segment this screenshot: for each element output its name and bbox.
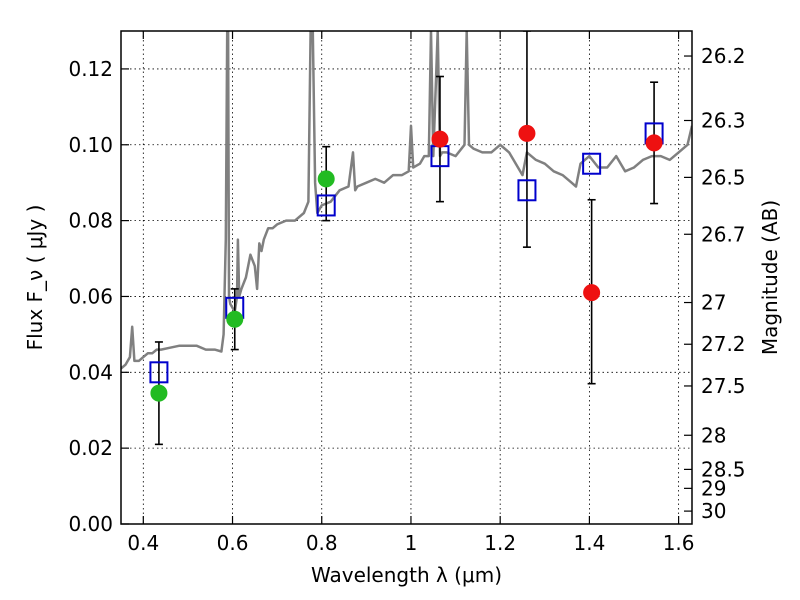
y-tick-label: 0.02 — [68, 436, 113, 460]
y-tick-label: 0.10 — [68, 133, 113, 157]
x-tick-label: 1.6 — [663, 531, 695, 555]
y-tick-label: 0.06 — [68, 284, 113, 308]
y2-tick-label: 27.2 — [701, 332, 746, 356]
plot-frame — [120, 30, 693, 525]
y2-tick-label: 28 — [701, 423, 726, 447]
x-axis-label: Wavelength λ (μm) — [311, 563, 502, 587]
x-tick-label: 1.4 — [573, 531, 605, 555]
y2-tick-label: 28.5 — [701, 457, 746, 481]
observed-flux-point — [431, 130, 449, 148]
y2-tick-label: 30 — [701, 499, 726, 523]
y2-tick-label: 27 — [701, 291, 726, 315]
model-photometry-square — [582, 152, 602, 175]
observed-flux-point — [226, 310, 244, 328]
y-tick-label: 0.12 — [68, 57, 113, 81]
model-photometry-square — [316, 194, 336, 217]
x-tick-label: 1.2 — [484, 531, 516, 555]
x-tick-label: 1 — [405, 531, 418, 555]
y-tick-label: 0.00 — [68, 512, 113, 536]
axis-ticks: 0.4 0.6 0.8 1 1.2 1.4 1.6 0.00 0.02 0.04 0.06 0.08 0… — [68, 31, 746, 555]
x-tick-label: 0.4 — [127, 531, 159, 555]
model-photometry-square — [517, 179, 537, 202]
y-tick-label: 0.04 — [68, 360, 113, 384]
observed-flux-point — [645, 134, 663, 152]
model-photometry-square — [149, 361, 169, 384]
observed-flux-point — [583, 284, 601, 302]
y-axis-label: Flux F_ν ( μJy ) — [23, 205, 47, 351]
observed-flux-point — [518, 124, 536, 142]
y2-axis-label: Magnitude (AB) — [758, 200, 782, 355]
grid — [121, 31, 692, 525]
y-tick-label: 0.08 — [68, 209, 113, 233]
y2-tick-label: 26.3 — [701, 108, 746, 132]
y2-tick-label: 29 — [701, 476, 726, 500]
y2-tick-label: 26.2 — [701, 44, 746, 68]
x-tick-label: 0.6 — [217, 531, 249, 555]
y2-tick-label: 26.7 — [701, 222, 746, 246]
y2-tick-label: 26.5 — [701, 165, 746, 189]
model-spectrum-line — [121, 31, 692, 370]
x-tick-label: 0.8 — [306, 531, 338, 555]
y2-tick-label: 27.5 — [701, 374, 746, 398]
observed-flux-point — [317, 170, 335, 188]
observed-flux-point — [150, 384, 168, 402]
